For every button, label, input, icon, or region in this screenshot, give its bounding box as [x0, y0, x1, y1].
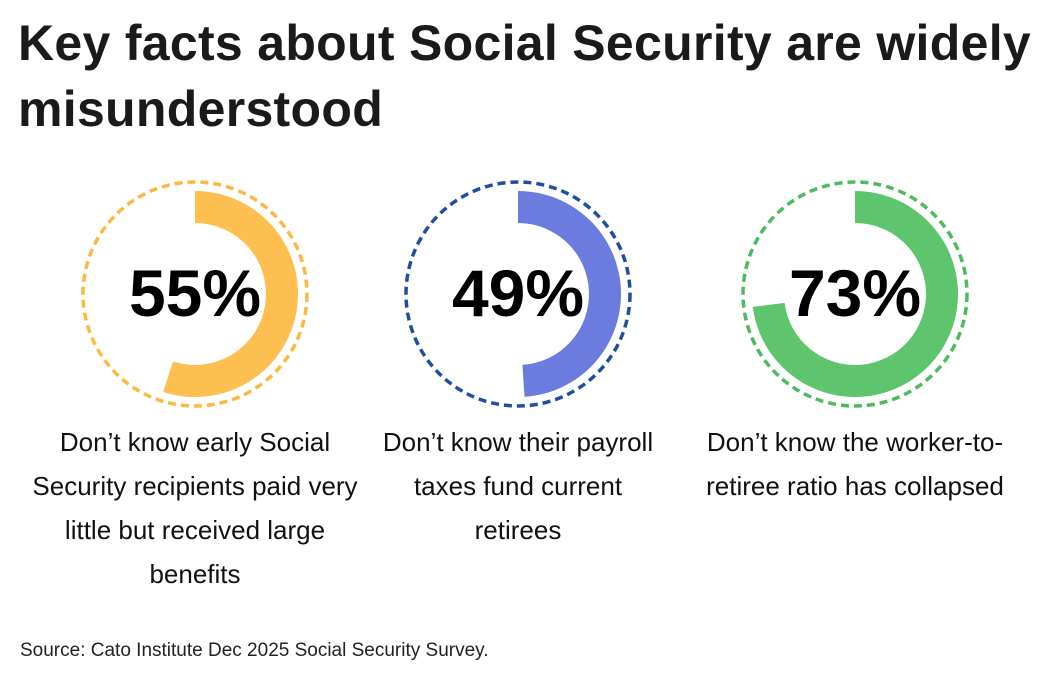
- source-note: Source: Cato Institute Dec 2025 Social S…: [20, 640, 489, 661]
- caption-0: Don’t know early Social Security recipie…: [32, 427, 358, 589]
- caption-2: Don’t know the worker-to-retiree ratio h…: [706, 427, 1004, 501]
- donut-arc-0: [163, 191, 298, 397]
- dashed-ring-2: [741, 180, 969, 408]
- donut-arc-1: [518, 190, 622, 397]
- donut-arc-2: [752, 191, 958, 397]
- caption-1: Don’t know their payroll taxes fund curr…: [382, 427, 654, 545]
- page-title: Key facts about Social Security are wide…: [18, 15, 1031, 137]
- percent-label-1: 49%: [452, 256, 584, 330]
- percent-label-2: 73%: [789, 256, 921, 330]
- dashed-ring-1: [404, 180, 632, 408]
- dashed-ring-0: [81, 180, 309, 408]
- percent-label-0: 55%: [129, 256, 261, 330]
